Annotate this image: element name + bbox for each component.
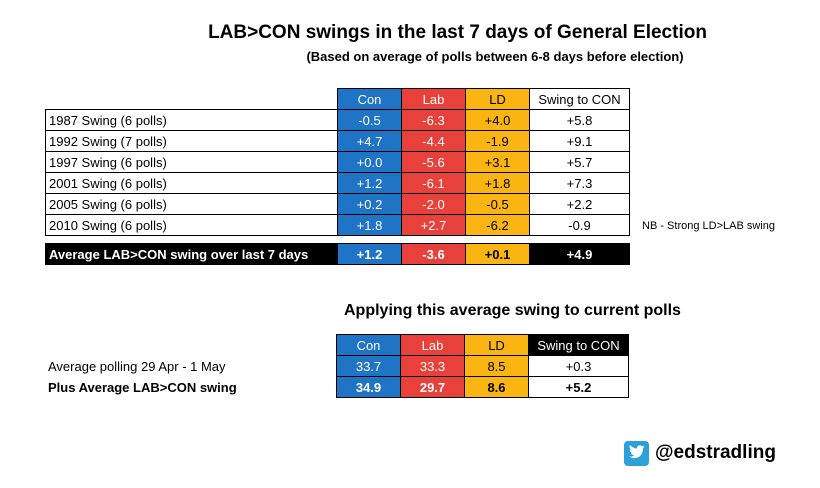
header-swing: Swing to CON bbox=[529, 88, 630, 110]
swing-cell: -0.9 bbox=[529, 214, 630, 236]
ld-cell: -0.5 bbox=[465, 193, 530, 215]
lab-cell: +2.7 bbox=[401, 214, 466, 236]
average-label: Average LAB>CON swing over last 7 days bbox=[45, 243, 338, 265]
ld-cell: -1.9 bbox=[465, 130, 530, 152]
average-row: Average LAB>CON swing over last 7 days +… bbox=[45, 243, 630, 265]
lab-cell: -5.6 bbox=[401, 151, 466, 173]
con-cell: +4.7 bbox=[337, 130, 402, 152]
con-cell: +0.2 bbox=[337, 193, 402, 215]
avg-lab-cell: -3.6 bbox=[401, 243, 466, 265]
applied-header-lab: Lab bbox=[400, 334, 465, 356]
row-label: Average polling 29 Apr - 1 May bbox=[48, 358, 226, 374]
table-row: Average polling 29 Apr - 1 May 33.7 33.3… bbox=[45, 355, 629, 377]
con-cell: 34.9 bbox=[336, 376, 401, 398]
applied-header-con: Con bbox=[336, 334, 401, 356]
header-row: Con Lab LD Swing to CON bbox=[46, 88, 630, 110]
swing-cell: +9.1 bbox=[529, 130, 630, 152]
avg-swing-cell: +4.9 bbox=[529, 243, 630, 265]
table-row: 1992 Swing (7 polls) +4.7 -4.4 -1.9 +9.1 bbox=[45, 130, 630, 152]
lab-cell: -2.0 bbox=[401, 193, 466, 215]
note-2010: NB - Strong LD>LAB swing bbox=[642, 220, 775, 232]
table-row: 2001 Swing (6 polls) +1.2 -6.1 +1.8 +7.3 bbox=[45, 172, 630, 194]
average-table: Average LAB>CON swing over last 7 days +… bbox=[45, 243, 630, 265]
swing-cell: +5.8 bbox=[529, 109, 630, 131]
table-row: 1997 Swing (6 polls) +0.0 -5.6 +3.1 +5.7 bbox=[45, 151, 630, 173]
avg-con-cell: +1.2 bbox=[337, 243, 402, 265]
table-row: 1987 Swing (6 polls) -0.5 -6.3 +4.0 +5.8 bbox=[45, 109, 630, 131]
applied-header-row: Con Lab LD Swing to CON bbox=[45, 334, 629, 356]
row-label: 1997 Swing (6 polls) bbox=[45, 151, 338, 173]
row-label: Plus Average LAB>CON swing bbox=[48, 379, 237, 395]
swings-table: Con Lab LD Swing to CON 1987 Swing (6 po… bbox=[45, 88, 630, 236]
header-con: Con bbox=[337, 88, 402, 110]
lab-cell: -6.1 bbox=[401, 172, 466, 194]
lab-cell: -4.4 bbox=[401, 130, 466, 152]
chart-title: LAB>CON swings in the last 7 days of Gen… bbox=[208, 22, 707, 43]
lab-cell: 29.7 bbox=[400, 376, 465, 398]
applied-title: Applying this average swing to current p… bbox=[344, 302, 681, 319]
con-cell: +0.0 bbox=[337, 151, 402, 173]
applied-header-ld: LD bbox=[464, 334, 529, 356]
row-label: 2005 Swing (6 polls) bbox=[45, 193, 338, 215]
table-row: 2005 Swing (6 polls) +0.2 -2.0 -0.5 +2.2 bbox=[45, 193, 630, 215]
row-label: 1992 Swing (7 polls) bbox=[45, 130, 338, 152]
avg-ld-cell: +0.1 bbox=[465, 243, 530, 265]
ld-cell: +4.0 bbox=[465, 109, 530, 131]
swing-cell: +2.2 bbox=[529, 193, 630, 215]
swing-cell: +7.3 bbox=[529, 172, 630, 194]
swing-cell: +5.7 bbox=[529, 151, 630, 173]
header-ld: LD bbox=[465, 88, 530, 110]
con-cell: -0.5 bbox=[337, 109, 402, 131]
con-cell: 33.7 bbox=[336, 355, 401, 377]
twitter-handle: @edstradling bbox=[655, 442, 776, 463]
table-row: Plus Average LAB>CON swing 34.9 29.7 8.6… bbox=[45, 376, 629, 398]
table-row: 2010 Swing (6 polls) +1.8 +2.7 -6.2 -0.9 bbox=[45, 214, 630, 236]
swing-cell: +5.2 bbox=[528, 376, 629, 398]
ld-cell: +3.1 bbox=[465, 151, 530, 173]
lab-cell: -6.3 bbox=[401, 109, 466, 131]
header-lab: Lab bbox=[401, 88, 466, 110]
applied-table: Con Lab LD Swing to CON Average polling … bbox=[45, 334, 629, 398]
row-label: 2010 Swing (6 polls) bbox=[45, 214, 338, 236]
row-label: 1987 Swing (6 polls) bbox=[45, 109, 338, 131]
twitter-bird-icon bbox=[624, 441, 649, 466]
applied-header-swing: Swing to CON bbox=[528, 334, 629, 356]
ld-cell: +1.8 bbox=[465, 172, 530, 194]
row-label: 2001 Swing (6 polls) bbox=[45, 172, 338, 194]
con-cell: +1.2 bbox=[337, 172, 402, 194]
ld-cell: -6.2 bbox=[465, 214, 530, 236]
con-cell: +1.8 bbox=[337, 214, 402, 236]
ld-cell: 8.5 bbox=[464, 355, 529, 377]
chart-subtitle: (Based on average of polls between 6-8 d… bbox=[306, 49, 684, 64]
ld-cell: 8.6 bbox=[464, 376, 529, 398]
lab-cell: 33.3 bbox=[400, 355, 465, 377]
swing-cell: +0.3 bbox=[528, 355, 629, 377]
